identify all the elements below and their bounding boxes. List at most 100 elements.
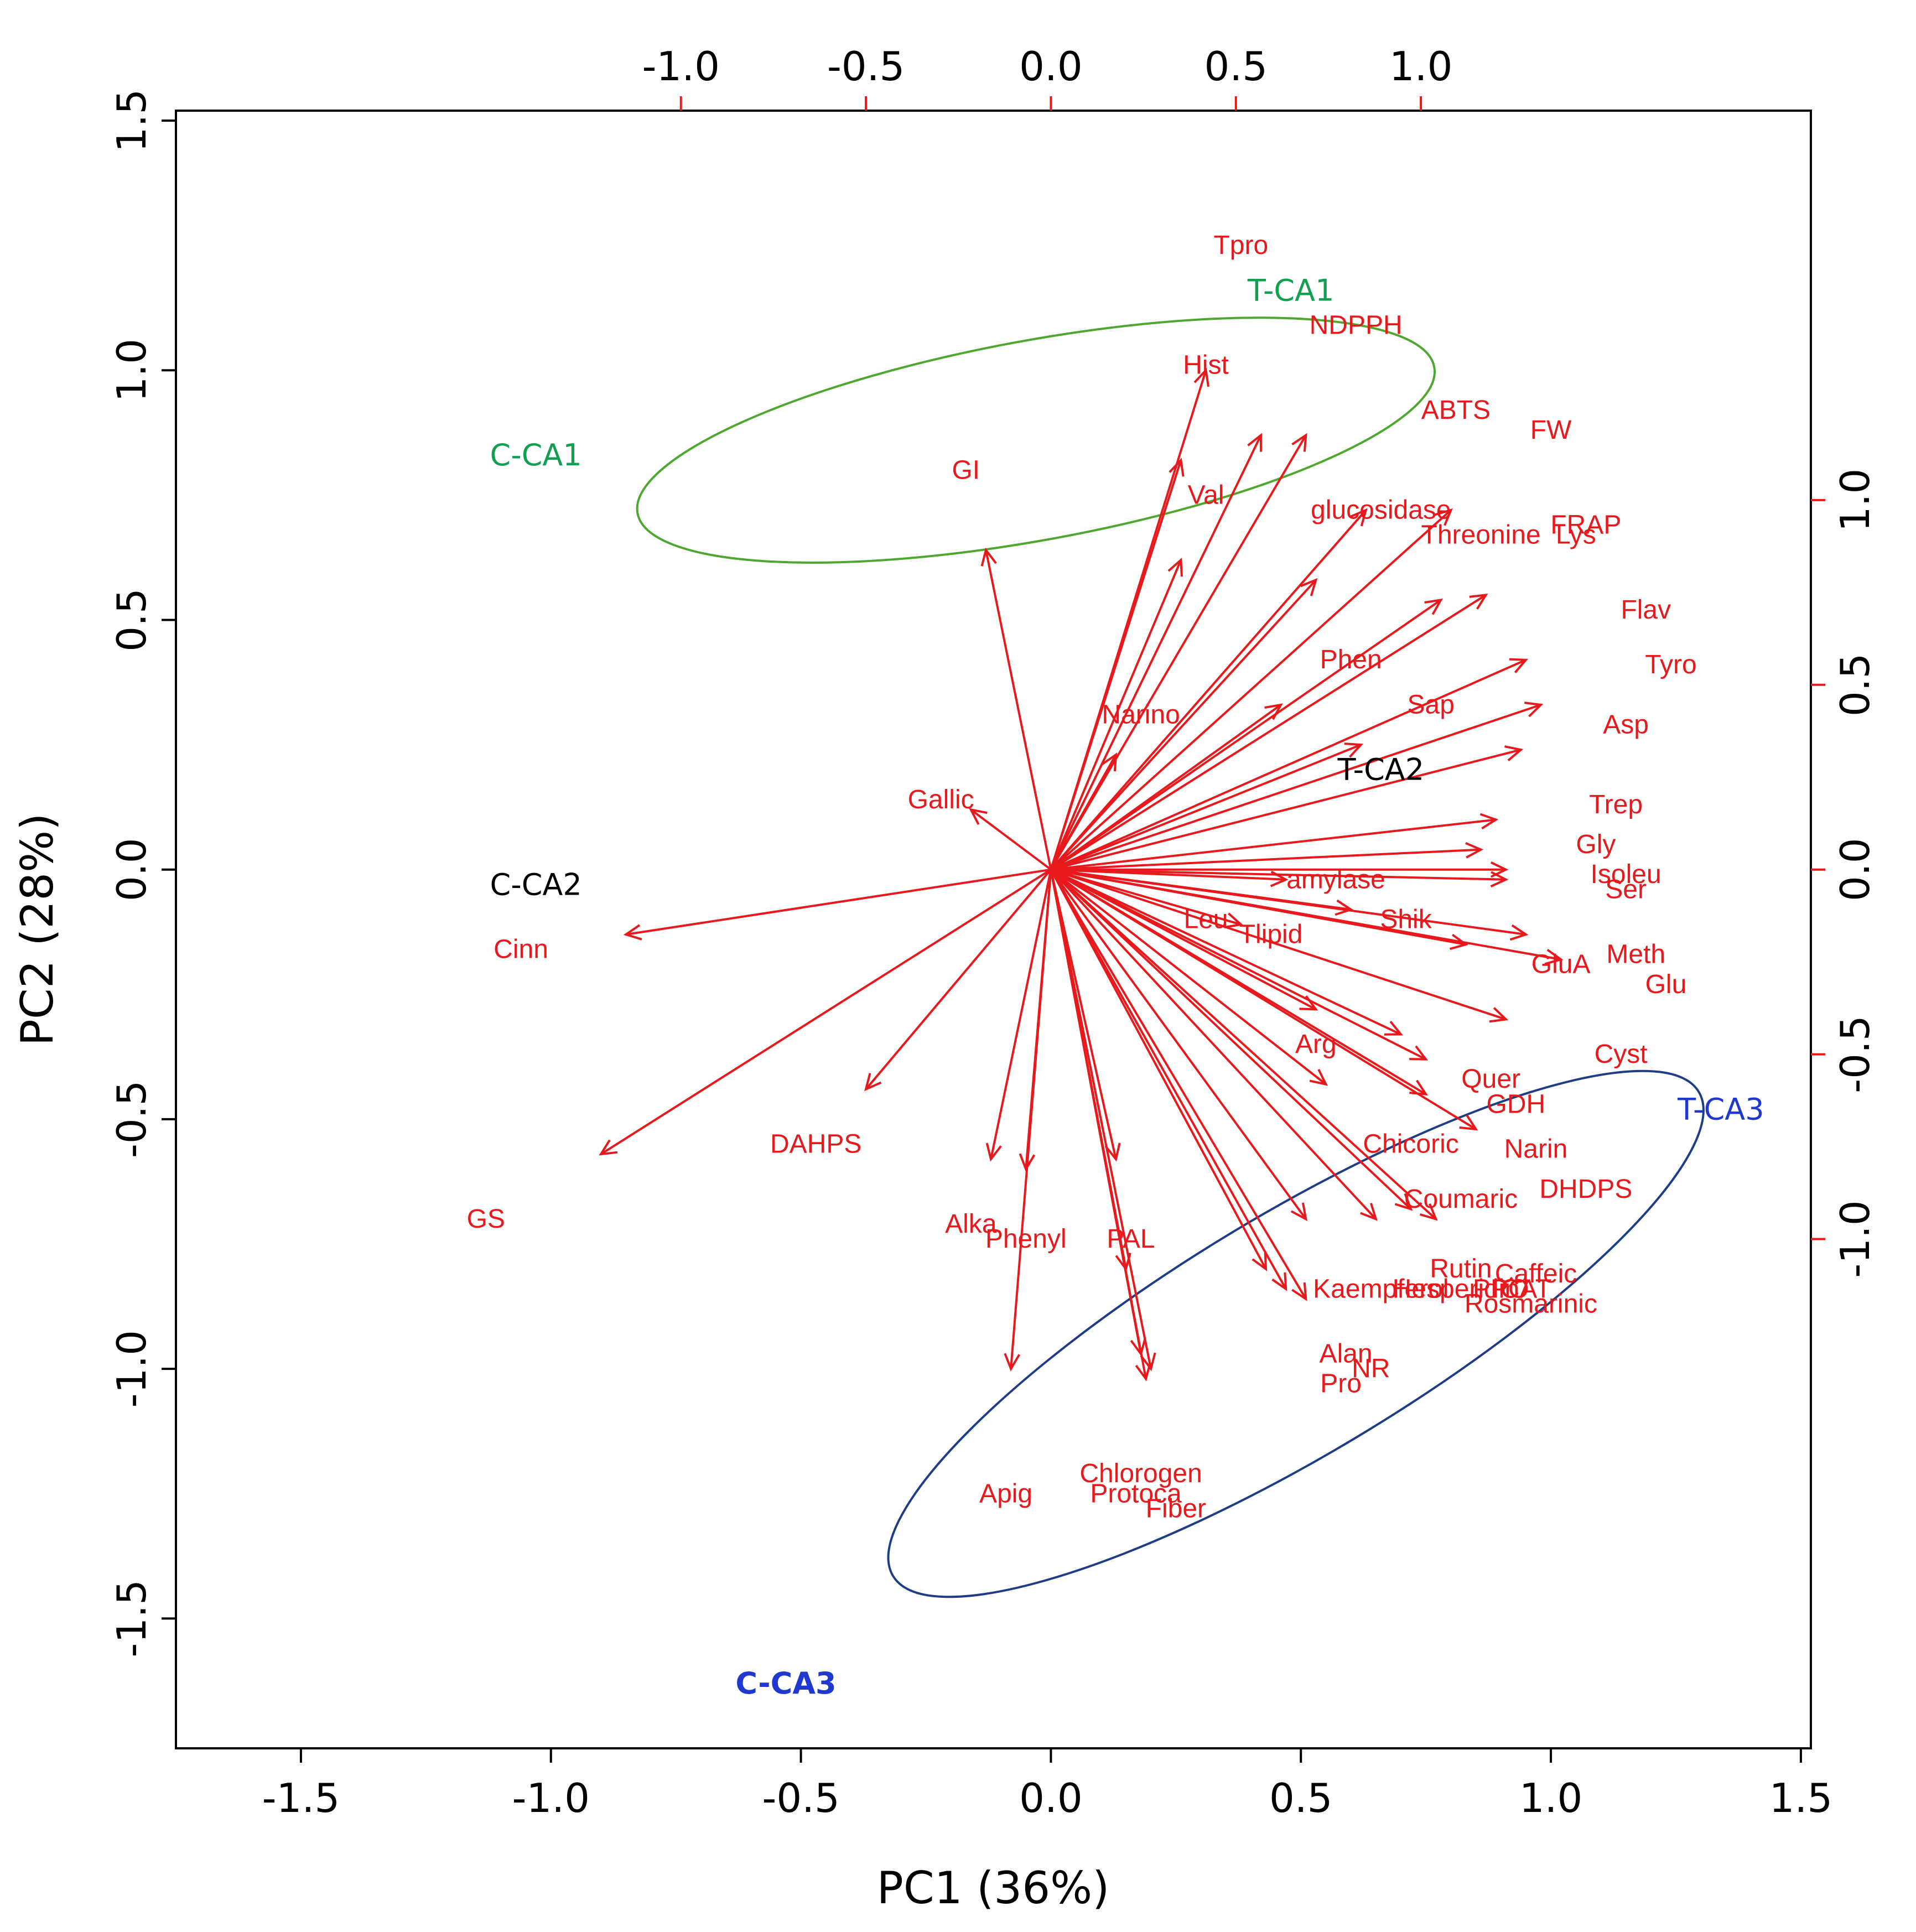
loading-arrow xyxy=(1050,593,1488,871)
variable-label-kaempferol: Kaempferol xyxy=(1313,1274,1448,1303)
variable-label-arg: Arg xyxy=(1295,1030,1337,1059)
variable-label-phen: Phen xyxy=(1320,645,1382,674)
loading-arrow xyxy=(1050,869,1151,1382)
variable-label-fw: FW xyxy=(1530,416,1572,445)
loading-arrow xyxy=(1050,433,1307,870)
group-label-t-ca2: T-CA2 xyxy=(1337,752,1425,787)
variable-label-tyro: Tyro xyxy=(1645,650,1696,679)
group-ellipses xyxy=(636,316,1705,1598)
variable-label-flav: Flav xyxy=(1621,595,1671,625)
variable-label-narino: Narino xyxy=(1102,700,1180,729)
variable-label-apig: Apig xyxy=(979,1479,1032,1508)
variable-label-gs: GS xyxy=(467,1204,505,1234)
loading-arrow xyxy=(864,869,1052,1092)
top-tick-label: 0.0 xyxy=(1019,43,1083,90)
loading-arrow xyxy=(599,869,1052,1156)
variable-label-pal: PAL xyxy=(1107,1224,1155,1254)
loading-arrow xyxy=(1004,869,1052,1372)
loading-arrow xyxy=(1050,703,1283,871)
y-axis-label: PC2 (28%) xyxy=(12,813,63,1046)
y-tick-label: 1.0 xyxy=(108,339,155,402)
x-tick-label: -0.5 xyxy=(762,1775,839,1821)
variable-label-chlorogen: Chlorogen xyxy=(1079,1459,1202,1488)
variable-label-asp: Asp xyxy=(1603,710,1649,740)
variable-label-ppo: PPO xyxy=(1473,1274,1529,1303)
loading-arrow xyxy=(1050,869,1438,1221)
variable-label-tlipid: Tlipid xyxy=(1239,920,1303,949)
variable-label-chicoric: Chicoric xyxy=(1363,1130,1458,1159)
right-tick-label: -1.0 xyxy=(1832,1200,1878,1277)
variable-label-meth: Meth xyxy=(1606,940,1665,969)
loading-arrow xyxy=(980,547,1052,870)
loading-arrow xyxy=(1051,868,1529,941)
variable-label-frap: FRAP xyxy=(1550,511,1621,540)
loading-arrow xyxy=(1051,813,1499,871)
x-tick-label: -1.0 xyxy=(512,1775,590,1821)
group-ellipse xyxy=(887,1069,1705,1598)
variable-label-ndpph: NDPPH xyxy=(1310,311,1403,340)
group-label-c-ca1: C-CA1 xyxy=(490,438,582,472)
variable-label-tpro: Tpro xyxy=(1213,231,1268,260)
group-label-c-ca3: C-CA3 xyxy=(735,1666,836,1701)
y-tick-label: -0.5 xyxy=(108,1081,155,1158)
group-label-t-ca3: T-CA3 xyxy=(1677,1092,1764,1126)
loading-arrow xyxy=(1050,508,1453,871)
variable-label-threonine: Threonine xyxy=(1421,521,1541,550)
variable-label-cinn: Cinn xyxy=(494,935,548,964)
variable-label-phenyl: Phenyl xyxy=(985,1224,1067,1254)
loading-arrow xyxy=(1050,868,1244,928)
variable-label-leu: Leu xyxy=(1184,905,1228,934)
loading-arrow xyxy=(1050,508,1368,871)
loading-arrow xyxy=(1050,869,1413,1211)
x-tick-label: 1.5 xyxy=(1769,1775,1833,1821)
loading-arrows xyxy=(599,367,1564,1382)
y-tick-label: 0.5 xyxy=(108,588,155,652)
loading-arrow xyxy=(1050,752,1118,870)
group-label-c-ca2: C-CA2 xyxy=(490,867,582,902)
x-tick-label: 0.5 xyxy=(1269,1775,1333,1821)
x-tick-label: -1.5 xyxy=(262,1775,340,1821)
variable-label-isoleu: Isoleu xyxy=(1591,860,1661,889)
variable-label-rosmarinic: Rosmarinic xyxy=(1465,1289,1597,1318)
variable-label-amylase: amylase xyxy=(1286,865,1385,894)
variable-label-caffeic: Caffeic xyxy=(1495,1259,1577,1289)
variable-label-glucosidase: glucosidase xyxy=(1311,495,1451,524)
variable-label-gdh: GDH xyxy=(1486,1089,1545,1119)
loading-arrow xyxy=(1051,868,1564,965)
loading-arrow xyxy=(1050,868,1404,1036)
loading-arrow xyxy=(1051,842,1484,871)
top-tick-label: 0.5 xyxy=(1204,43,1268,90)
variable-label-alan: Alan xyxy=(1320,1339,1373,1369)
loading-arrow xyxy=(1050,578,1318,871)
top-tick-label: -1.0 xyxy=(642,43,719,90)
y-tick-label: 1.5 xyxy=(108,89,155,153)
variable-label-protoca: Protoca xyxy=(1090,1479,1182,1508)
variable-label-dahps: DAHPS xyxy=(770,1130,861,1159)
variable-label-hesperidin: Hesperidin xyxy=(1393,1274,1519,1303)
loading-arrow xyxy=(623,868,1051,941)
variable-label-gly: Gly xyxy=(1576,830,1616,859)
group-label-t-ca1: T-CA1 xyxy=(1247,273,1335,308)
group-labels: C-CA1 T-CA1 C-CA2 T-CA2 C-CA3 T-CA3 xyxy=(490,273,1764,1701)
loading-arrow xyxy=(1050,869,1287,1291)
loading-arrow xyxy=(1050,868,1509,1023)
loading-arrow xyxy=(1050,745,1524,871)
x-tick-label: 0.0 xyxy=(1019,1775,1083,1821)
variable-label-narin: Narin xyxy=(1504,1135,1568,1164)
variable-label-nr: NR xyxy=(1352,1354,1390,1384)
loading-arrow xyxy=(1050,658,1529,871)
loading-arrow xyxy=(1050,458,1185,870)
variable-label-glu: Glu xyxy=(1645,970,1687,999)
variable-label-fiber: Fiber xyxy=(1146,1494,1206,1523)
loading-arrow xyxy=(1050,869,1307,1301)
y-tick-label: -1.0 xyxy=(108,1330,155,1408)
right-tick-label: 0.0 xyxy=(1832,838,1878,901)
loading-arrow xyxy=(1050,598,1444,871)
loading-arrow xyxy=(985,869,1052,1162)
variable-label-cat: CAT xyxy=(1500,1274,1551,1303)
loading-arrow xyxy=(1050,869,1156,1372)
loading-arrow xyxy=(1051,868,1289,887)
variable-label-shik: Shik xyxy=(1380,905,1432,934)
axes: -1.5 -1.0 -0.5 0.0 0.5 1.0 1.5 -1.5 -1.0 -0.5 0.0 0… xyxy=(108,43,1878,1821)
